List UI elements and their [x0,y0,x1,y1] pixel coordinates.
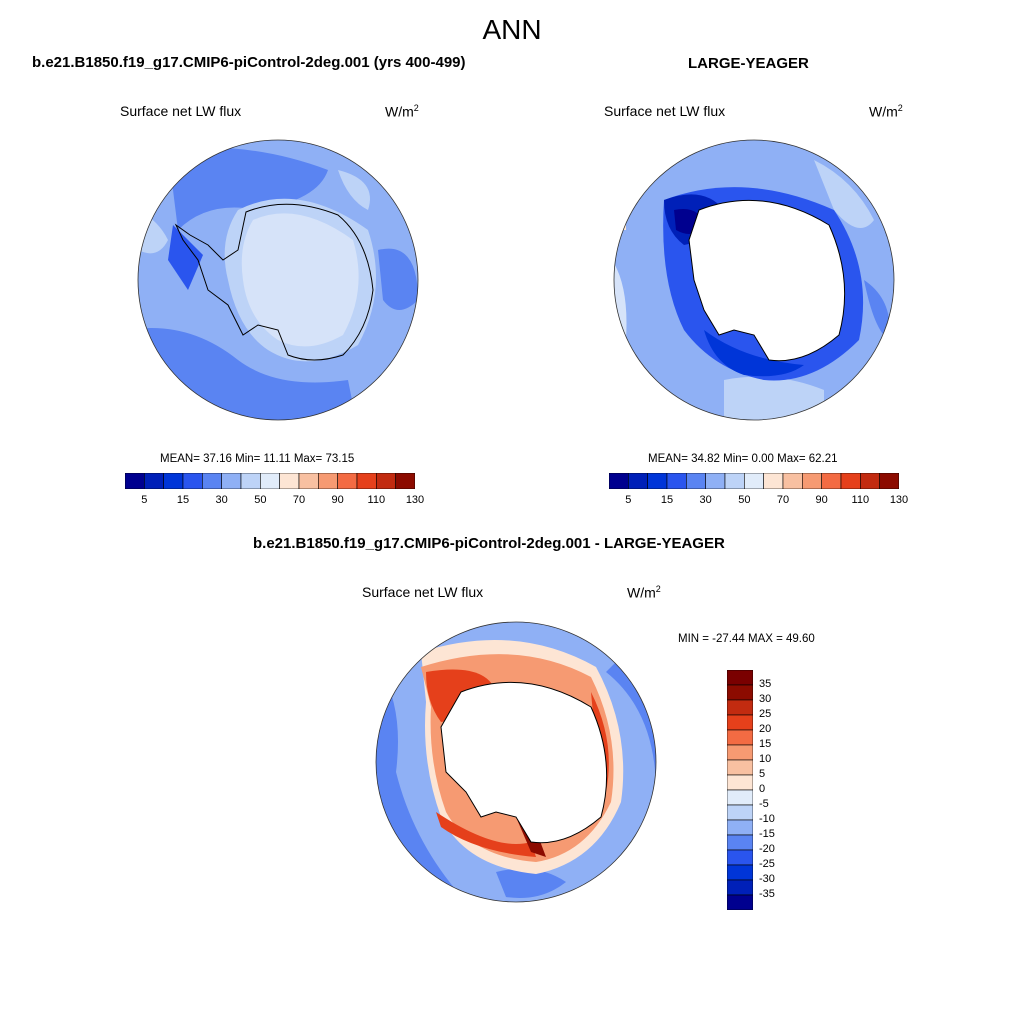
colorbar-tick-label: 15 [176,494,190,506]
colorbar-swatch [727,684,753,701]
colorbar-tick-label: 30 [215,494,228,506]
colorbar-tick-label: 50 [738,494,751,506]
colorbar-swatch [727,759,753,776]
colorbar-swatch [727,714,753,731]
colorbar-swatch [727,729,753,746]
colorbar-tick-label: 130 [405,494,425,506]
colorbar-tick-label: 5 [141,494,148,506]
colorbar-swatch [879,473,899,489]
colorbar-swatch [337,473,358,489]
diff-variable-label: Surface net LW flux [362,584,484,600]
diff-units-label: W/m2 [627,584,661,601]
left-polar-map [137,139,419,421]
colorbar-tick-label: 90 [331,494,344,506]
colorbar-swatch [125,473,145,489]
colorbar-swatch [182,473,203,489]
colorbar-tick-label: 5 [759,768,766,780]
left-case-title: b.e21.B1850.f19_g17.CMIP6-piControl-2deg… [32,54,466,71]
colorbar-tick-label: 35 [759,678,772,690]
colorbar-tick-label: -10 [759,813,775,825]
diff-polar-map [375,621,657,903]
colorbar-tick-label: 70 [776,494,790,506]
colorbar-swatch [727,804,753,821]
colorbar-tick-label: -5 [759,798,769,810]
colorbar-tick-label: -35 [759,888,775,900]
right-colorbar [609,473,899,489]
colorbar-swatch [647,473,668,489]
colorbar-swatch [318,473,338,489]
colorbar-swatch [376,473,396,489]
colorbar-swatch [724,473,745,489]
diff-colorbar [727,670,753,910]
right-variable-label: Surface net LW flux [604,103,726,119]
colorbar-tick-label: 20 [759,723,772,735]
right-case-title: LARGE-YEAGER [688,55,809,72]
colorbar-swatch [356,473,377,489]
colorbar-swatch [802,473,822,489]
diff-case-title: b.e21.B1850.f19_g17.CMIP6-piControl-2deg… [253,535,725,552]
colorbar-swatch [727,864,753,881]
diff-stats: MIN = -27.44 MAX = 49.60 [678,633,815,645]
colorbar-tick-label: 30 [699,494,712,506]
colorbar-tick-label: 70 [292,494,306,506]
left-stats: MEAN= 37.16 Min= 11.11 Max= 73.15 [160,453,355,465]
colorbar-swatch [727,670,753,686]
colorbar-swatch [727,849,753,866]
right-stats: MEAN= 34.82 Min= 0.00 Max= 62.21 [648,453,838,465]
colorbar-swatch [395,473,415,489]
right-antarctica-coastline [688,199,846,362]
colorbar-swatch [821,473,842,489]
colorbar-tick-label: -25 [759,858,775,870]
colorbar-swatch [279,473,300,489]
colorbar-swatch [240,473,261,489]
colorbar-tick-label: 30 [759,693,772,705]
colorbar-swatch [727,774,753,791]
left-antarctica-coastline [174,203,374,361]
colorbar-tick-label: 50 [254,494,267,506]
right-polar-map [613,139,895,421]
colorbar-tick-label: 15 [660,494,674,506]
colorbar-tick-label: 25 [759,708,772,720]
colorbar-swatch [221,473,242,489]
colorbar-tick-label: 10 [759,753,772,765]
colorbar-swatch [744,473,764,489]
right-units-label: W/m2 [869,103,903,120]
colorbar-swatch [860,473,880,489]
colorbar-swatch [609,473,629,489]
colorbar-tick-label: 110 [367,494,386,506]
colorbar-swatch [705,473,726,489]
colorbar-swatch [666,473,687,489]
colorbar-swatch [202,473,222,489]
left-variable-label: Surface net LW flux [120,103,242,119]
colorbar-swatch [727,879,753,896]
colorbar-tick-label: -20 [759,843,775,855]
colorbar-swatch [727,894,753,910]
colorbar-swatch [727,744,753,761]
colorbar-tick-label: 130 [889,494,909,506]
colorbar-swatch [840,473,861,489]
colorbar-swatch [727,789,753,806]
colorbar-swatch [298,473,319,489]
colorbar-tick-label: 15 [759,738,772,750]
colorbar-swatch [727,834,753,851]
colorbar-tick-label: 110 [851,494,870,506]
left-colorbar [125,473,415,489]
colorbar-swatch [763,473,784,489]
colorbar-swatch [782,473,803,489]
page-title: ANN [482,14,542,45]
diff-antarctica-coastline [440,681,608,844]
colorbar-swatch [144,473,164,489]
colorbar-swatch [727,699,753,716]
colorbar-swatch [260,473,280,489]
colorbar-swatch [727,819,753,836]
colorbar-tick-label: -15 [759,828,775,840]
colorbar-tick-label: -30 [759,873,775,885]
colorbar-swatch [163,473,184,489]
colorbar-tick-label: 90 [815,494,828,506]
colorbar-tick-label: 5 [625,494,632,506]
colorbar-swatch [628,473,648,489]
colorbar-tick-label: 0 [759,783,766,795]
colorbar-swatch [686,473,706,489]
left-units-label: W/m2 [385,103,419,120]
